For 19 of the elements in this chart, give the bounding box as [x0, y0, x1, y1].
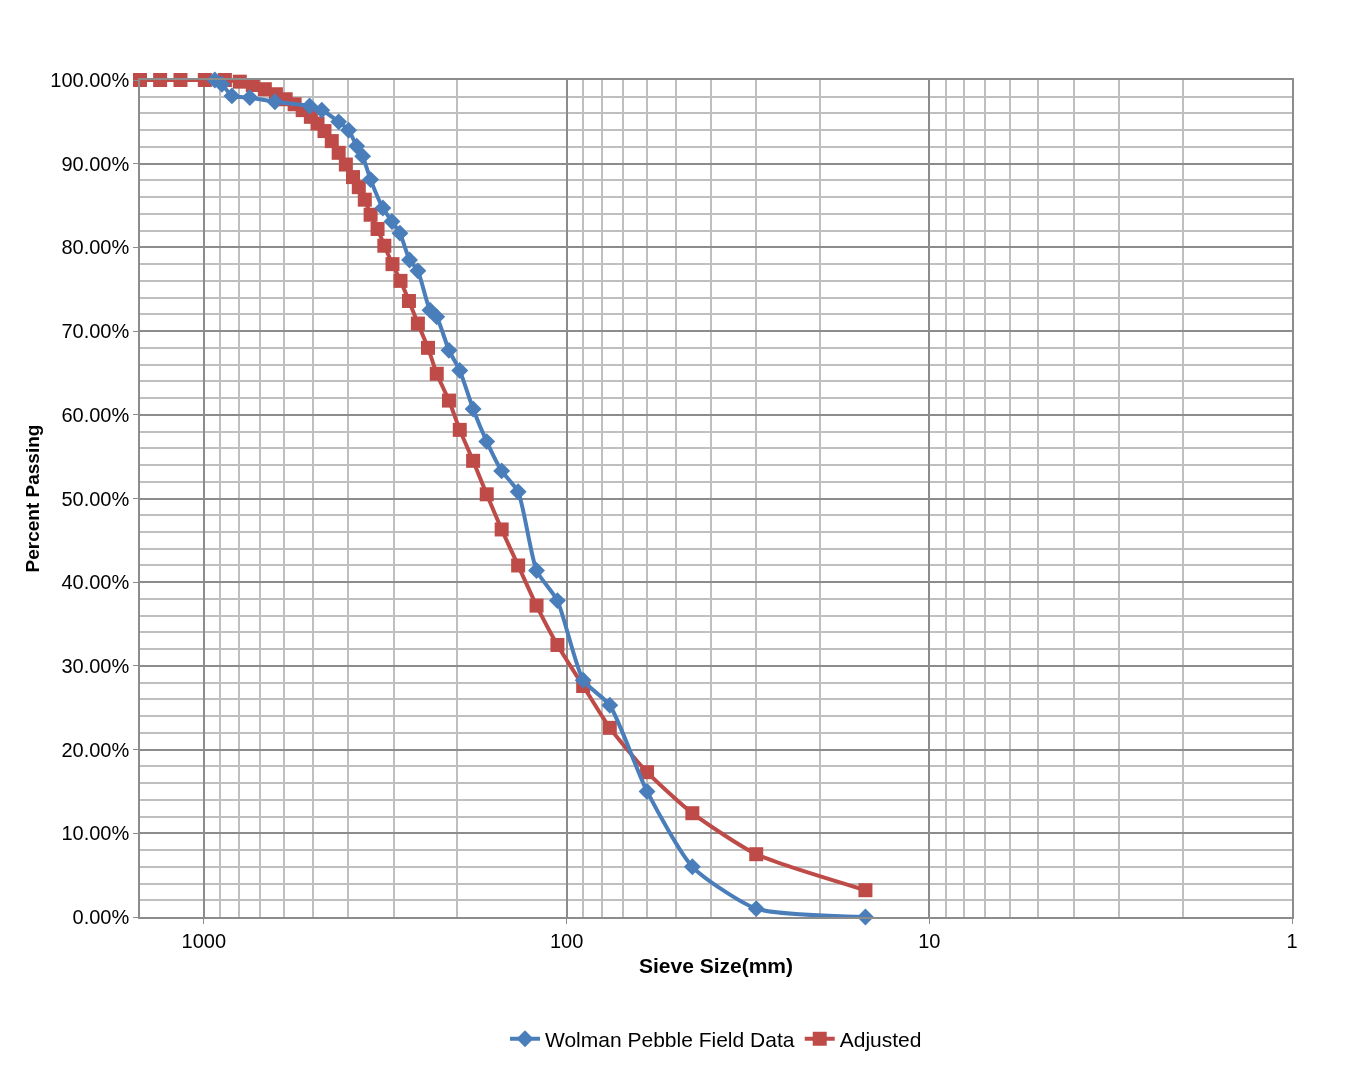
legend-label: Wolman Pebble Field Data: [545, 1027, 795, 1051]
y-tick-label: 90.00%: [61, 152, 130, 175]
x-tick-label: 1000: [181, 929, 227, 952]
y-tick-label: 40.00%: [61, 571, 130, 594]
y-tick-label: 100.00%: [50, 69, 130, 91]
y-tick-label: 80.00%: [61, 236, 130, 259]
y-axis-title: Percent Passing: [21, 424, 43, 573]
x-tick-label: 1: [1286, 929, 1298, 952]
y-tick-label: 0.00%: [72, 906, 130, 928]
y-tick-label: 30.00%: [61, 654, 130, 677]
x-tick-label: 10: [918, 929, 941, 952]
y-tick-label: 20.00%: [61, 738, 130, 761]
y-tick-label: 10.00%: [61, 822, 130, 845]
legend-label: Adjusted: [839, 1027, 922, 1051]
y-tick-label: 70.00%: [61, 320, 130, 343]
y-tick-label: 60.00%: [61, 403, 130, 426]
y-tick-label: 50.00%: [61, 487, 130, 510]
x-axis-title: Sieve Size(mm): [638, 954, 794, 978]
x-tick-label: 100: [549, 929, 584, 952]
